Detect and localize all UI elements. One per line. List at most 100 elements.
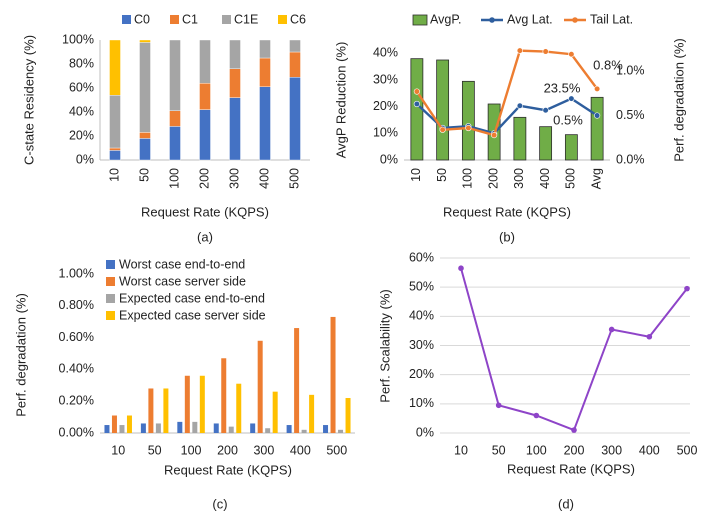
bar-c6 <box>139 39 151 43</box>
panel-label: (b) <box>499 229 515 244</box>
panel-label: (c) <box>212 496 227 511</box>
y-tick-label: 40% <box>409 309 434 323</box>
line-tail-lat- <box>415 49 599 137</box>
legend-swatch <box>106 277 115 286</box>
x-tick-label: Avg <box>589 168 603 189</box>
bar-series-3 <box>126 415 132 433</box>
x-tick-label: 200 <box>217 443 238 457</box>
line-point <box>533 412 540 419</box>
line-point <box>439 126 446 133</box>
bar-c0 <box>289 76 301 161</box>
bar-series-1 <box>294 328 300 433</box>
bar-series-0 <box>286 425 292 433</box>
legend-swatch <box>106 260 115 269</box>
y-tick-label: 100% <box>62 32 94 46</box>
x-tick-label: 100 <box>167 168 181 189</box>
legend-swatch <box>122 15 131 24</box>
bar-c1e <box>289 39 301 53</box>
y-tick-label: 80% <box>69 56 94 70</box>
line-point <box>684 285 690 292</box>
bar-c1e <box>139 42 151 133</box>
line-point <box>571 427 577 433</box>
line-point <box>608 326 615 333</box>
x-axis-title: Request Rate (KQPS) <box>141 204 269 219</box>
chart-a: 0% 20% 40% 60% 80% 100% 10 50 100 200 300 400 500 Req… <box>21 12 310 244</box>
bar-series-2 <box>228 426 234 433</box>
line-point <box>465 124 472 132</box>
panel-label: (d) <box>558 496 574 511</box>
x-tick-label: 200 <box>564 443 585 457</box>
y-tick-label: 40% <box>373 46 398 60</box>
bar-series-0 <box>140 423 146 433</box>
x-tick-label: 10 <box>409 168 423 182</box>
x-tick-label: 50 <box>435 168 449 182</box>
bar-c1 <box>289 51 301 78</box>
legend-swatch <box>170 15 179 24</box>
legend-swatch <box>106 311 115 320</box>
y-tick-label: 40% <box>69 104 94 118</box>
x-tick-label: 500 <box>287 168 301 189</box>
y-tick-label: 20% <box>409 367 434 381</box>
bar-series-2 <box>301 429 307 433</box>
y-axis-title: Perf. degradation (%) <box>13 293 28 417</box>
bar-c1e <box>229 39 241 69</box>
y-tick-label: 0.40% <box>59 362 94 376</box>
y2-tick-label: 1.0% <box>616 63 645 77</box>
bar-series-3 <box>309 394 315 433</box>
bar-series-2 <box>192 421 198 433</box>
bar-avgp <box>461 80 475 161</box>
legend-marker <box>489 17 495 23</box>
bar-series-1 <box>111 415 117 433</box>
y-tick-label: 60% <box>69 80 94 94</box>
y-tick-label: 0% <box>416 425 434 439</box>
x-tick-label: 500 <box>564 168 578 189</box>
bar-series-0 <box>250 423 256 433</box>
annotation: 0.5% <box>553 112 583 127</box>
bar-series-2 <box>265 428 271 433</box>
bar-c0 <box>169 126 181 161</box>
x-tick-label: 500 <box>326 443 347 457</box>
legend-label: C0 <box>134 12 150 26</box>
x-tick-label: 50 <box>148 443 162 457</box>
x-tick-label: 200 <box>197 168 211 189</box>
x-tick-label: 400 <box>639 443 660 457</box>
y-tick-label: 0.00% <box>59 425 94 439</box>
bar-c1 <box>199 82 211 110</box>
chart-c: 0.00% 0.20% 0.40% 0.60% 0.80% 1.00% 10 50 100 200… <box>13 257 355 511</box>
y-tick-label: 0% <box>76 152 94 166</box>
y-tick-label: 50% <box>409 279 434 293</box>
bar-avgp <box>564 134 578 161</box>
legend-label: Expected case end-to-end <box>119 291 265 305</box>
line-point <box>542 48 549 55</box>
x-tick-label: 400 <box>538 168 552 189</box>
bar-c1 <box>139 132 151 139</box>
legend-swatch <box>412 14 428 26</box>
bar-c0 <box>229 97 241 161</box>
bar-series-1 <box>221 358 227 433</box>
x-tick-label: 50 <box>492 443 506 457</box>
legend-label: Avg Lat. <box>507 12 553 26</box>
legend-label: Worst case server side <box>119 274 246 288</box>
bar-series-0 <box>177 421 183 433</box>
x-tick-label: 500 <box>677 443 698 457</box>
annotation: 0.8% <box>593 57 623 72</box>
y-tick-label: 0.60% <box>59 330 94 344</box>
y-axis-title: AvgP Reduction (%) <box>333 42 348 159</box>
bar-c0 <box>139 138 151 161</box>
bar-avgp <box>539 126 553 161</box>
bar-series-1 <box>330 316 336 433</box>
bar-c1 <box>259 57 271 87</box>
bar-avgp <box>436 59 450 161</box>
x-tick-label: 10 <box>111 443 125 457</box>
x-tick-label: 300 <box>227 168 241 189</box>
bar-c0 <box>259 86 271 161</box>
x-axis-title: Request Rate (KQPS) <box>164 462 292 477</box>
y-axis-title: C-state Residency (%) <box>21 35 36 165</box>
line-point <box>646 333 653 340</box>
x-tick-label: 400 <box>290 443 311 457</box>
line-point <box>495 402 502 409</box>
x-tick-label: 300 <box>512 168 526 189</box>
legend-label: C6 <box>290 12 306 26</box>
bar-c0 <box>199 109 211 161</box>
bar-series-3 <box>272 391 278 433</box>
